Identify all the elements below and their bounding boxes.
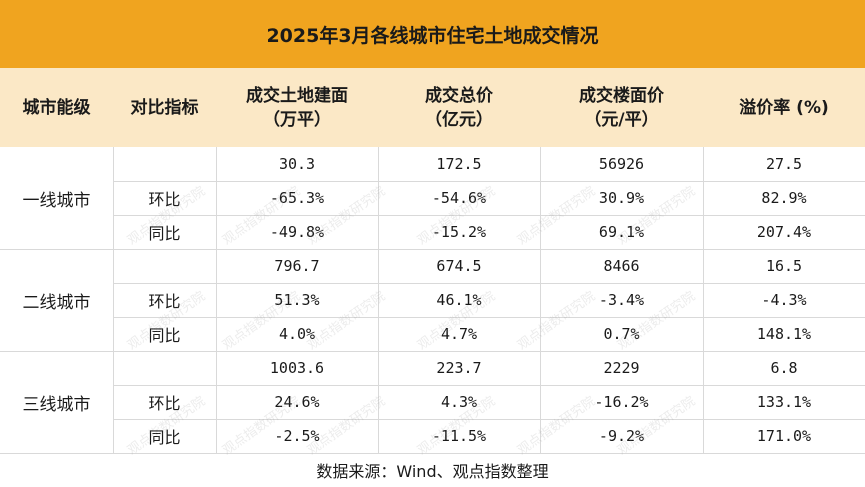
city-tier-label: 一线城市 xyxy=(22,190,91,211)
table-header: 城市能级 对比指标 成交土地建面 （万平） 成交总价 （亿元） 成交楼面价 （元… xyxy=(0,68,865,147)
indicator-cell: 环比 xyxy=(148,190,181,209)
indicator-cell: 同比 xyxy=(148,326,181,345)
land-area-cell: -49.8% xyxy=(269,223,325,241)
row-divider xyxy=(113,419,865,420)
group-divider xyxy=(0,453,865,454)
total-price-cell: 223.7 xyxy=(436,359,482,377)
unit-price-cell: 8466 xyxy=(603,257,640,275)
unit-price-cell: -9.2% xyxy=(598,427,645,445)
total-price-cell: 46.1% xyxy=(436,291,482,309)
unit-price-cell: 2229 xyxy=(603,359,640,377)
column-divider xyxy=(378,147,379,453)
table-row: 796.7 674.5 8466 16.5 xyxy=(0,249,865,283)
row-divider xyxy=(113,317,865,318)
city-tier-label: 三线城市 xyxy=(22,394,91,415)
land-area-cell: -2.5% xyxy=(274,427,320,445)
row-divider xyxy=(113,283,865,284)
premium-rate-cell: 148.1% xyxy=(756,325,812,343)
header-premium-rate: 溢价率 (%) xyxy=(739,97,829,118)
group-divider xyxy=(0,351,865,352)
premium-rate-cell: 133.1% xyxy=(756,393,812,411)
premium-rate-cell: 82.9% xyxy=(761,189,807,207)
unit-price-cell: 30.9% xyxy=(598,189,645,207)
land-area-cell: -65.3% xyxy=(269,189,325,207)
unit-price-cell: 56926 xyxy=(598,155,645,173)
table-row: 同比 -2.5% -11.5% -9.2% 171.0% xyxy=(0,419,865,453)
header-unit-price: 成交楼面价 （元/平） xyxy=(579,85,664,130)
indicator-cell: 同比 xyxy=(148,224,181,243)
indicator-cell: 同比 xyxy=(148,428,181,447)
indicator-cell xyxy=(113,351,216,385)
table-title: 2025年3月各线城市住宅土地成交情况 xyxy=(0,0,865,68)
total-price-cell: -11.5% xyxy=(431,427,487,445)
unit-price-cell: 0.7% xyxy=(603,325,640,343)
total-price-cell: 674.5 xyxy=(436,257,482,275)
indicator-cell xyxy=(113,147,216,181)
row-divider xyxy=(113,385,865,386)
unit-price-cell: -3.4% xyxy=(598,291,645,309)
land-area-cell: 1003.6 xyxy=(269,359,325,377)
land-area-cell: 4.0% xyxy=(278,325,316,343)
column-divider xyxy=(540,147,541,453)
header-total-price: 成交总价 （亿元） xyxy=(425,85,493,130)
table-row: 环比 51.3% 46.1% -3.4% -4.3% xyxy=(0,283,865,317)
land-area-cell: 24.6% xyxy=(274,393,320,411)
land-area-cell: 796.7 xyxy=(274,257,320,275)
indicator-cell: 环比 xyxy=(148,292,181,311)
premium-rate-cell: 207.4% xyxy=(756,223,812,241)
total-price-cell: 4.3% xyxy=(440,393,478,411)
land-area-cell: 51.3% xyxy=(274,291,320,309)
city-tier-label: 二线城市 xyxy=(22,292,91,313)
table-row: 环比 -65.3% -54.6% 30.9% 82.9% xyxy=(0,181,865,215)
table-row: 30.3 172.5 56926 27.5 xyxy=(0,147,865,181)
table-row: 同比 4.0% 4.7% 0.7% 148.1% xyxy=(0,317,865,351)
premium-rate-cell: -4.3% xyxy=(761,291,807,309)
indicator-cell xyxy=(113,249,216,283)
premium-rate-cell: 171.0% xyxy=(756,427,812,445)
header-land-area: 成交土地建面 （万平） xyxy=(246,85,348,130)
column-divider xyxy=(113,147,114,453)
header-indicator: 对比指标 xyxy=(130,97,199,118)
land-area-cell: 30.3 xyxy=(278,155,316,173)
total-price-cell: -54.6% xyxy=(431,189,487,207)
premium-rate-cell: 16.5 xyxy=(765,257,803,275)
data-source-note: 数据来源：Wind、观点指数整理 xyxy=(316,462,549,481)
total-price-cell: -15.2% xyxy=(431,223,487,241)
column-divider xyxy=(703,147,704,453)
unit-price-cell: -16.2% xyxy=(594,393,649,411)
total-price-cell: 172.5 xyxy=(436,155,482,173)
unit-price-cell: 69.1% xyxy=(598,223,645,241)
indicator-cell: 环比 xyxy=(148,394,181,413)
column-divider xyxy=(216,147,217,453)
table-row: 1003.6 223.7 2229 6.8 xyxy=(0,351,865,385)
premium-rate-cell: 27.5 xyxy=(765,155,803,173)
group-divider xyxy=(0,249,865,250)
row-divider xyxy=(113,181,865,182)
header-tier: 城市能级 xyxy=(22,97,91,118)
row-divider xyxy=(113,215,865,216)
total-price-cell: 4.7% xyxy=(440,325,478,343)
table-row: 同比 -49.8% -15.2% 69.1% 207.4% xyxy=(0,215,865,249)
table-row: 环比 24.6% 4.3% -16.2% 133.1% xyxy=(0,385,865,419)
premium-rate-cell: 6.8 xyxy=(770,359,798,377)
